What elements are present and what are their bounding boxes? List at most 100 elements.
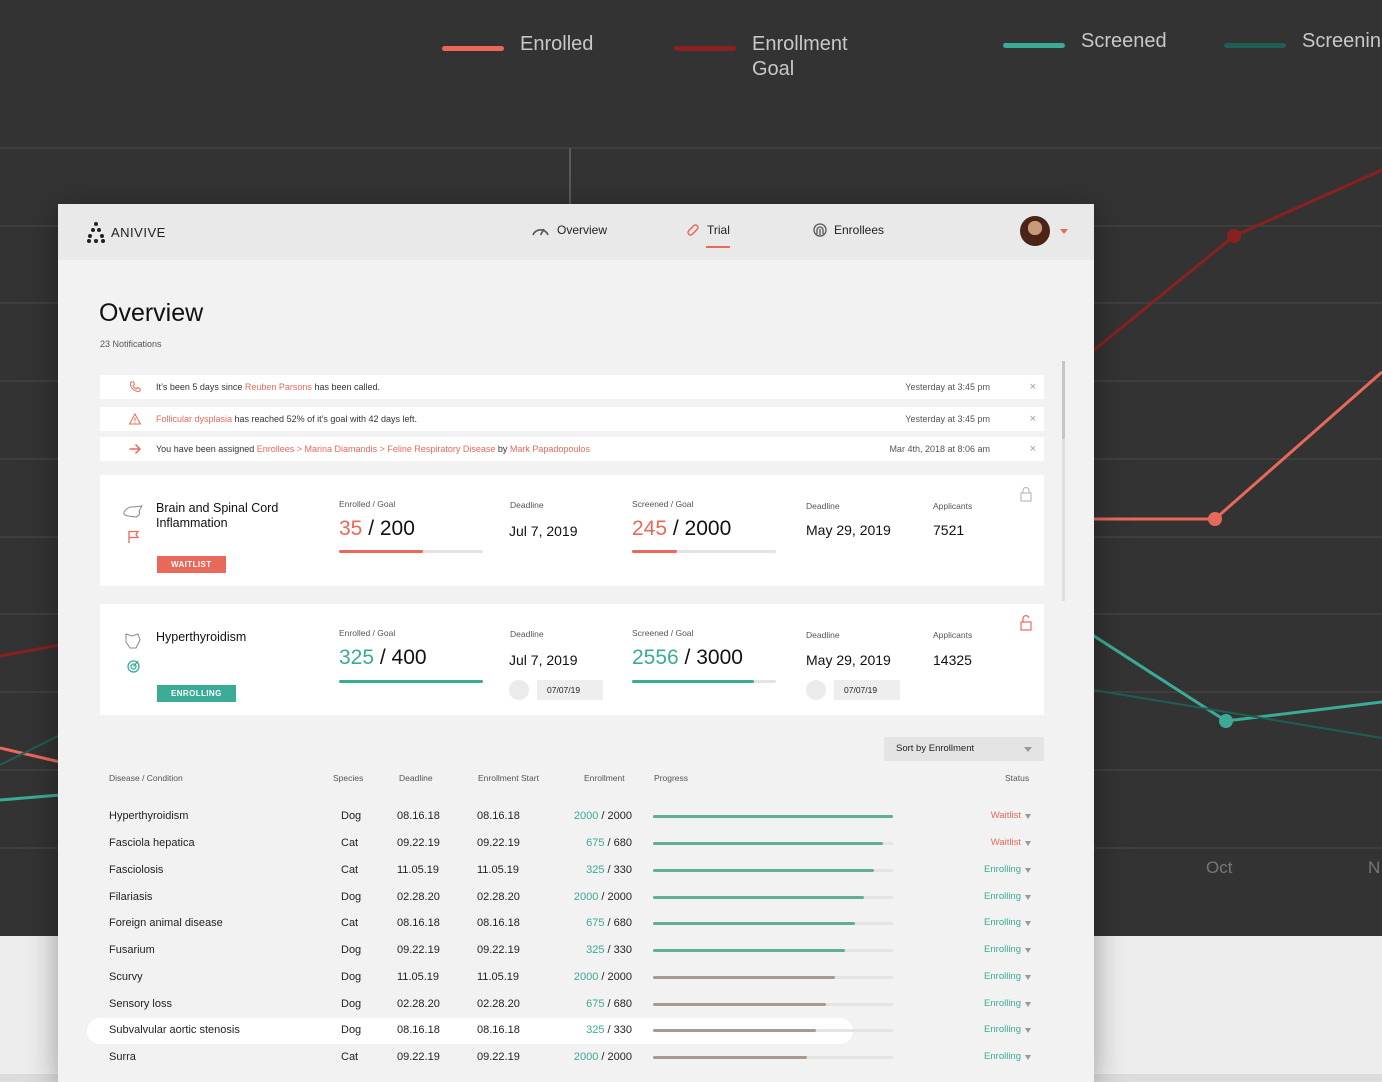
trial-name: Hyperthyroidism [156,630,247,644]
table-row[interactable]: Foreign animal disease Cat 08.16.18 08.16.1… [87,911,1047,937]
chevron-down-icon[interactable] [1025,948,1031,953]
nav-label: Enrollees [834,223,885,237]
column-header[interactable]: Disease / Condition [109,773,183,783]
notification-link[interactable]: Enrollees > Marina Diamandis > Feline Re… [256,444,496,454]
status-dropdown[interactable]: Enrolling [984,891,1021,902]
screened-value: 2556 [632,646,679,669]
close-icon[interactable]: × [1029,381,1036,393]
legend-enrollment-goal: Enrollment Goal [674,32,872,82]
date-input[interactable]: 07/07/19 [834,680,900,700]
column-header[interactable]: Status [1005,773,1030,783]
trial-card[interactable]: Hyperthyroidism ENROLLING Enrolled / Goa… [100,604,1044,715]
status-dropdown[interactable]: Enrolling [984,1024,1021,1035]
column-header[interactable]: Enrollment Start [478,773,539,783]
status-dropdown[interactable]: Waitlist [990,810,1021,821]
calendar-icon[interactable] [806,680,826,700]
brand-name: ANIVIVE [111,224,166,240]
table-row[interactable]: Fusarium Dog 09.22.19 09.22.19 325 / 330 Enro… [87,938,1047,964]
trial-card[interactable]: Brain and Spinal Cord Inflammation WAITL… [100,475,1044,586]
chevron-down-icon[interactable] [1025,841,1031,846]
date-input[interactable]: 07/07/19 [537,680,603,700]
species-cell: Dog [341,998,362,1010]
active-tab-underline [706,246,730,248]
calendar-icon[interactable] [509,680,529,700]
pill-icon [687,224,699,236]
notification-user-link[interactable]: Mark Papadopoulos [509,444,590,454]
unlock-icon[interactable] [1019,615,1033,631]
legend-swatch [1003,43,1065,48]
disease-cell: Filariasis [109,891,153,903]
notification-item[interactable]: You have been assigned Enrollees > Marin… [100,437,1044,461]
table-row[interactable]: Surra Cat 09.22.19 09.22.19 2000 / 2000 Enrol… [87,1045,1047,1071]
status-dropdown[interactable]: Enrolling [984,944,1021,955]
chevron-down-icon[interactable] [1025,1028,1031,1033]
thyroid-icon [125,633,141,649]
status-dropdown[interactable]: Enrolling [984,1051,1021,1062]
chevron-down-icon[interactable] [1025,868,1031,873]
status-dropdown[interactable]: Enrolling [984,998,1021,1009]
column-header[interactable]: Progress [654,773,689,783]
table-row[interactable]: Sensory loss Dog 02.28.20 02.28.20 675 / 680… [87,992,1047,1018]
chevron-down-icon[interactable] [1025,921,1031,926]
scrollbar-thumb[interactable] [1062,361,1065,439]
enrollment-cell: 675 / 680 [532,917,632,929]
status-dropdown[interactable]: Enrolling [984,864,1021,875]
status-dropdown[interactable]: Enrolling [984,917,1021,928]
deadline-cell: 02.28.20 [397,998,440,1010]
chevron-down-icon[interactable] [1025,1055,1031,1060]
species-cell: Dog [341,1024,362,1036]
screened-goal-value: 2556 / 3000 [632,646,743,670]
chevron-down-icon[interactable] [1025,1002,1031,1007]
chevron-down-icon[interactable] [1025,895,1031,900]
notification-item[interactable]: Follicular dysplasia has reached 52% of … [100,407,1044,431]
status-dropdown[interactable]: Waitlist [990,837,1021,848]
nav-label: Overview [557,223,608,237]
flag-icon [128,530,140,543]
sort-select[interactable]: Sort by Enrollment [884,737,1044,761]
close-icon[interactable]: × [1029,443,1036,455]
deadline-label: Deadline [806,501,840,511]
column-header[interactable]: Deadline [399,773,433,783]
table-row[interactable]: Fasciolosis Cat 11.05.19 11.05.19 325 / 330 E… [87,858,1047,884]
notification-link[interactable]: Reuben Parsons [244,382,312,392]
enrollment-goal-point [1227,229,1241,243]
lock-icon[interactable] [1019,486,1033,502]
table-row[interactable]: Scurvy Dog 11.05.19 11.05.19 2000 / 2000 Enro… [87,965,1047,991]
progress-bar [653,842,893,845]
applicants-label: Applicants [933,501,973,511]
progress-fill [653,922,855,925]
enrolled-progress-bar [339,550,483,553]
progress-bar [653,869,893,872]
chevron-down-icon[interactable] [1060,229,1068,234]
chevron-down-icon[interactable] [1025,975,1031,980]
progress-fill [653,869,874,872]
user-avatar[interactable] [1020,216,1050,246]
table-row[interactable]: Filariasis Dog 02.28.20 02.28.20 2000 / 2000… [87,885,1047,911]
table-row[interactable]: Hyperthyroidism Dog 08.16.18 08.16.18 2000 /… [87,804,1047,830]
deadline-cell: 08.16.18 [397,810,440,822]
legend-label: Enrolled [520,33,594,55]
page-title: Overview [99,299,204,327]
nav-trial[interactable]: Trial [686,223,730,248]
nav-overview[interactable]: Overview [531,223,607,237]
status-dropdown[interactable]: Enrolling [984,971,1021,982]
deadline-value: May 29, 2019 [806,522,891,538]
chevron-down-icon [1024,747,1032,752]
table-row[interactable]: Subvalvular aortic stenosis Dog 08.16.18 08… [87,1018,1031,1044]
chevron-down-icon[interactable] [1025,814,1031,819]
notification-text-post: has been called. [311,382,380,392]
column-header[interactable]: Enrollment [584,773,625,783]
enrollment-goal: / 2000 [598,1051,632,1063]
brand-logo[interactable]: ANIVIVE [87,222,166,243]
column-header[interactable]: Species [333,773,364,783]
table-row[interactable]: Fasciola hepatica Cat 09.22.19 09.22.19 675 … [87,831,1047,857]
notification-link[interactable]: Follicular dysplasia [156,414,233,424]
screened-point [1219,714,1233,728]
close-icon[interactable]: × [1029,413,1036,425]
nav-enrollees[interactable]: Enrollees [813,223,884,237]
x-axis-label-n: N [1368,858,1381,877]
notification-text: Follicular dysplasia has reached 52% of … [156,414,417,424]
notification-item[interactable]: It’s been 5 days since Reuben Parsons ha… [100,375,1044,399]
scrollbar[interactable] [1062,361,1065,601]
start-cell: 08.16.18 [477,917,520,929]
